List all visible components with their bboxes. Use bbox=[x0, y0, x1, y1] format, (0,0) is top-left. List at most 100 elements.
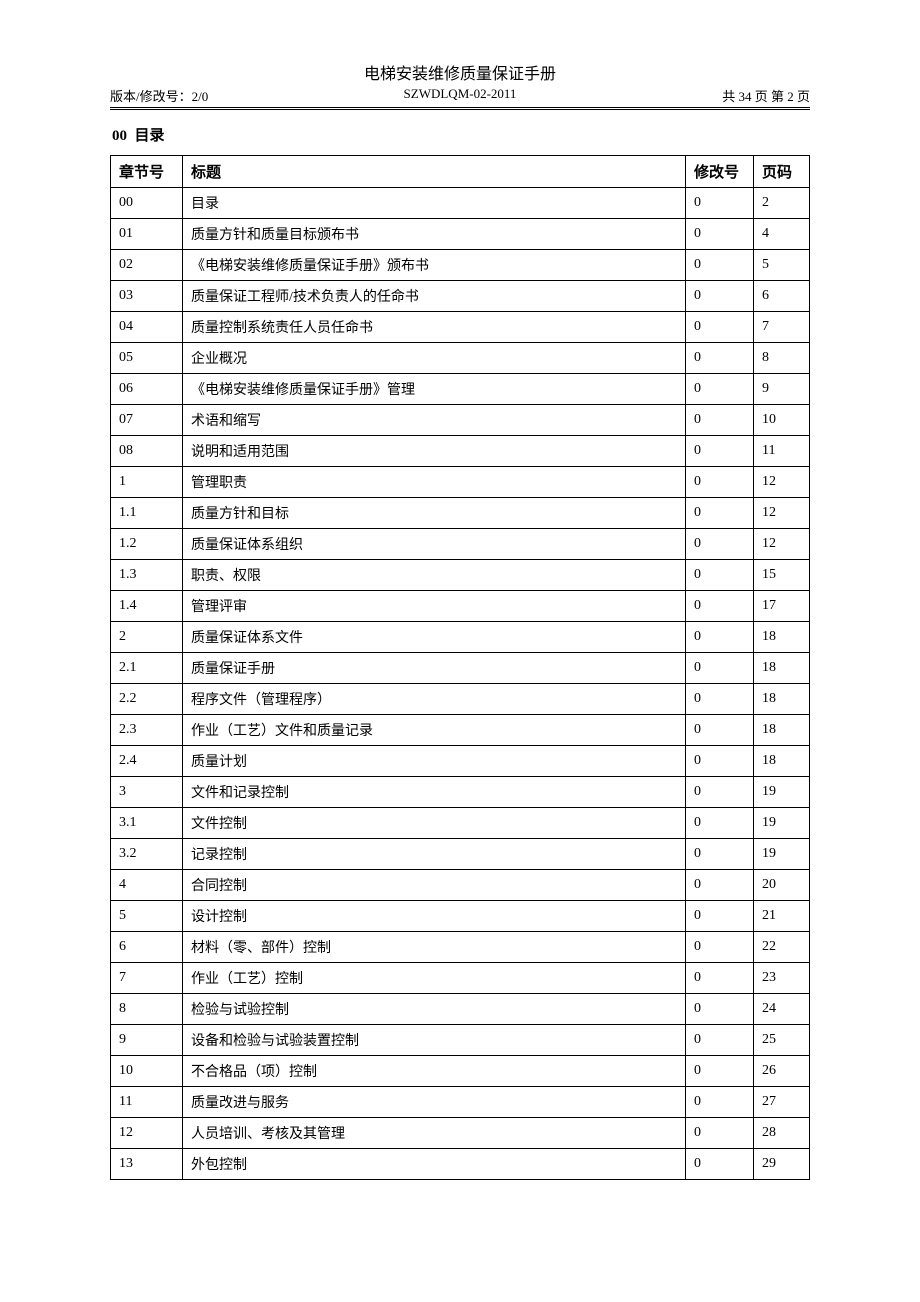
cell-page: 12 bbox=[754, 498, 810, 529]
cell-page: 15 bbox=[754, 560, 810, 591]
cell-revision: 0 bbox=[686, 405, 754, 436]
table-row: 13外包控制029 bbox=[111, 1149, 810, 1180]
table-row: 1.1质量方针和目标012 bbox=[111, 498, 810, 529]
cell-title: 《电梯安装维修质量保证手册》管理 bbox=[183, 374, 686, 405]
table-row: 2.1质量保证手册018 bbox=[111, 653, 810, 684]
cell-chapter: 2.3 bbox=[111, 715, 183, 746]
cell-page: 19 bbox=[754, 839, 810, 870]
cell-page: 9 bbox=[754, 374, 810, 405]
table-row: 3.1文件控制019 bbox=[111, 808, 810, 839]
cell-title: 人员培训、考核及其管理 bbox=[183, 1118, 686, 1149]
cell-title: 企业概况 bbox=[183, 343, 686, 374]
cell-page: 4 bbox=[754, 219, 810, 250]
cell-page: 19 bbox=[754, 808, 810, 839]
cell-chapter: 3.1 bbox=[111, 808, 183, 839]
cell-chapter: 1 bbox=[111, 467, 183, 498]
cell-revision: 0 bbox=[686, 1087, 754, 1118]
cell-title: 作业（工艺）控制 bbox=[183, 963, 686, 994]
section-name: 目录 bbox=[135, 128, 165, 144]
cell-page: 25 bbox=[754, 1025, 810, 1056]
cell-page: 11 bbox=[754, 436, 810, 467]
cell-page: 24 bbox=[754, 994, 810, 1025]
table-row: 3文件和记录控制019 bbox=[111, 777, 810, 808]
cell-revision: 0 bbox=[686, 1118, 754, 1149]
cell-page: 12 bbox=[754, 529, 810, 560]
cell-title: 材料（零、部件）控制 bbox=[183, 932, 686, 963]
cell-chapter: 12 bbox=[111, 1118, 183, 1149]
cell-page: 18 bbox=[754, 746, 810, 777]
document-header: 电梯安装维修质量保证手册 版本/修改号：2/0 SZWDLQM-02-2011 … bbox=[110, 60, 810, 110]
cell-chapter: 1.2 bbox=[111, 529, 183, 560]
table-row: 2质量保证体系文件018 bbox=[111, 622, 810, 653]
cell-chapter: 1.1 bbox=[111, 498, 183, 529]
cell-revision: 0 bbox=[686, 219, 754, 250]
cell-page: 27 bbox=[754, 1087, 810, 1118]
cell-revision: 0 bbox=[686, 839, 754, 870]
cell-title: 质量保证工程师/技术负责人的任命书 bbox=[183, 281, 686, 312]
col-header-chapter: 章节号 bbox=[111, 156, 183, 188]
cell-chapter: 9 bbox=[111, 1025, 183, 1056]
cell-revision: 0 bbox=[686, 498, 754, 529]
cell-chapter: 2.2 bbox=[111, 684, 183, 715]
cell-chapter: 1.4 bbox=[111, 591, 183, 622]
cell-revision: 0 bbox=[686, 1149, 754, 1180]
table-row: 10不合格品（项）控制026 bbox=[111, 1056, 810, 1087]
cell-title: 程序文件（管理程序） bbox=[183, 684, 686, 715]
cell-chapter: 02 bbox=[111, 250, 183, 281]
table-row: 1.4管理评审017 bbox=[111, 591, 810, 622]
header-info-row: 版本/修改号：2/0 SZWDLQM-02-2011 共 34 页 第 2 页 bbox=[110, 86, 810, 108]
table-row: 12人员培训、考核及其管理028 bbox=[111, 1118, 810, 1149]
header-underline bbox=[110, 109, 810, 110]
cell-page: 18 bbox=[754, 715, 810, 746]
cell-page: 7 bbox=[754, 312, 810, 343]
cell-title: 质量方针和目标 bbox=[183, 498, 686, 529]
cell-revision: 0 bbox=[686, 653, 754, 684]
cell-page: 12 bbox=[754, 467, 810, 498]
cell-revision: 0 bbox=[686, 684, 754, 715]
cell-title: 设备和检验与试验装置控制 bbox=[183, 1025, 686, 1056]
cell-revision: 0 bbox=[686, 250, 754, 281]
cell-chapter: 10 bbox=[111, 1056, 183, 1087]
col-header-page: 页码 bbox=[754, 156, 810, 188]
table-row: 2.4质量计划018 bbox=[111, 746, 810, 777]
page-info: 共 34 页 第 2 页 bbox=[577, 86, 810, 105]
cell-revision: 0 bbox=[686, 281, 754, 312]
cell-revision: 0 bbox=[686, 529, 754, 560]
cell-revision: 0 bbox=[686, 560, 754, 591]
cell-revision: 0 bbox=[686, 591, 754, 622]
cell-revision: 0 bbox=[686, 994, 754, 1025]
cell-page: 22 bbox=[754, 932, 810, 963]
table-row: 2.3作业（工艺）文件和质量记录018 bbox=[111, 715, 810, 746]
cell-chapter: 11 bbox=[111, 1087, 183, 1118]
cell-page: 5 bbox=[754, 250, 810, 281]
cell-revision: 0 bbox=[686, 901, 754, 932]
cell-chapter: 2 bbox=[111, 622, 183, 653]
cell-chapter: 3.2 bbox=[111, 839, 183, 870]
cell-title: 合同控制 bbox=[183, 870, 686, 901]
cell-revision: 0 bbox=[686, 312, 754, 343]
cell-title: 质量计划 bbox=[183, 746, 686, 777]
cell-revision: 0 bbox=[686, 374, 754, 405]
table-row: 2.2程序文件（管理程序）018 bbox=[111, 684, 810, 715]
cell-chapter: 3 bbox=[111, 777, 183, 808]
cell-revision: 0 bbox=[686, 467, 754, 498]
cell-page: 23 bbox=[754, 963, 810, 994]
cell-revision: 0 bbox=[686, 1056, 754, 1087]
table-row: 01质量方针和质量目标颁布书04 bbox=[111, 219, 810, 250]
cell-chapter: 2.1 bbox=[111, 653, 183, 684]
table-row: 7作业（工艺）控制023 bbox=[111, 963, 810, 994]
cell-chapter: 06 bbox=[111, 374, 183, 405]
cell-page: 2 bbox=[754, 188, 810, 219]
table-row: 04质量控制系统责任人员任命书07 bbox=[111, 312, 810, 343]
table-row: 08说明和适用范围011 bbox=[111, 436, 810, 467]
cell-title: 目录 bbox=[183, 188, 686, 219]
cell-page: 21 bbox=[754, 901, 810, 932]
cell-title: 管理职责 bbox=[183, 467, 686, 498]
cell-title: 质量方针和质量目标颁布书 bbox=[183, 219, 686, 250]
table-row: 1.3职责、权限015 bbox=[111, 560, 810, 591]
cell-revision: 0 bbox=[686, 777, 754, 808]
cell-revision: 0 bbox=[686, 188, 754, 219]
table-row: 07术语和缩写010 bbox=[111, 405, 810, 436]
cell-title: 设计控制 bbox=[183, 901, 686, 932]
cell-title: 管理评审 bbox=[183, 591, 686, 622]
